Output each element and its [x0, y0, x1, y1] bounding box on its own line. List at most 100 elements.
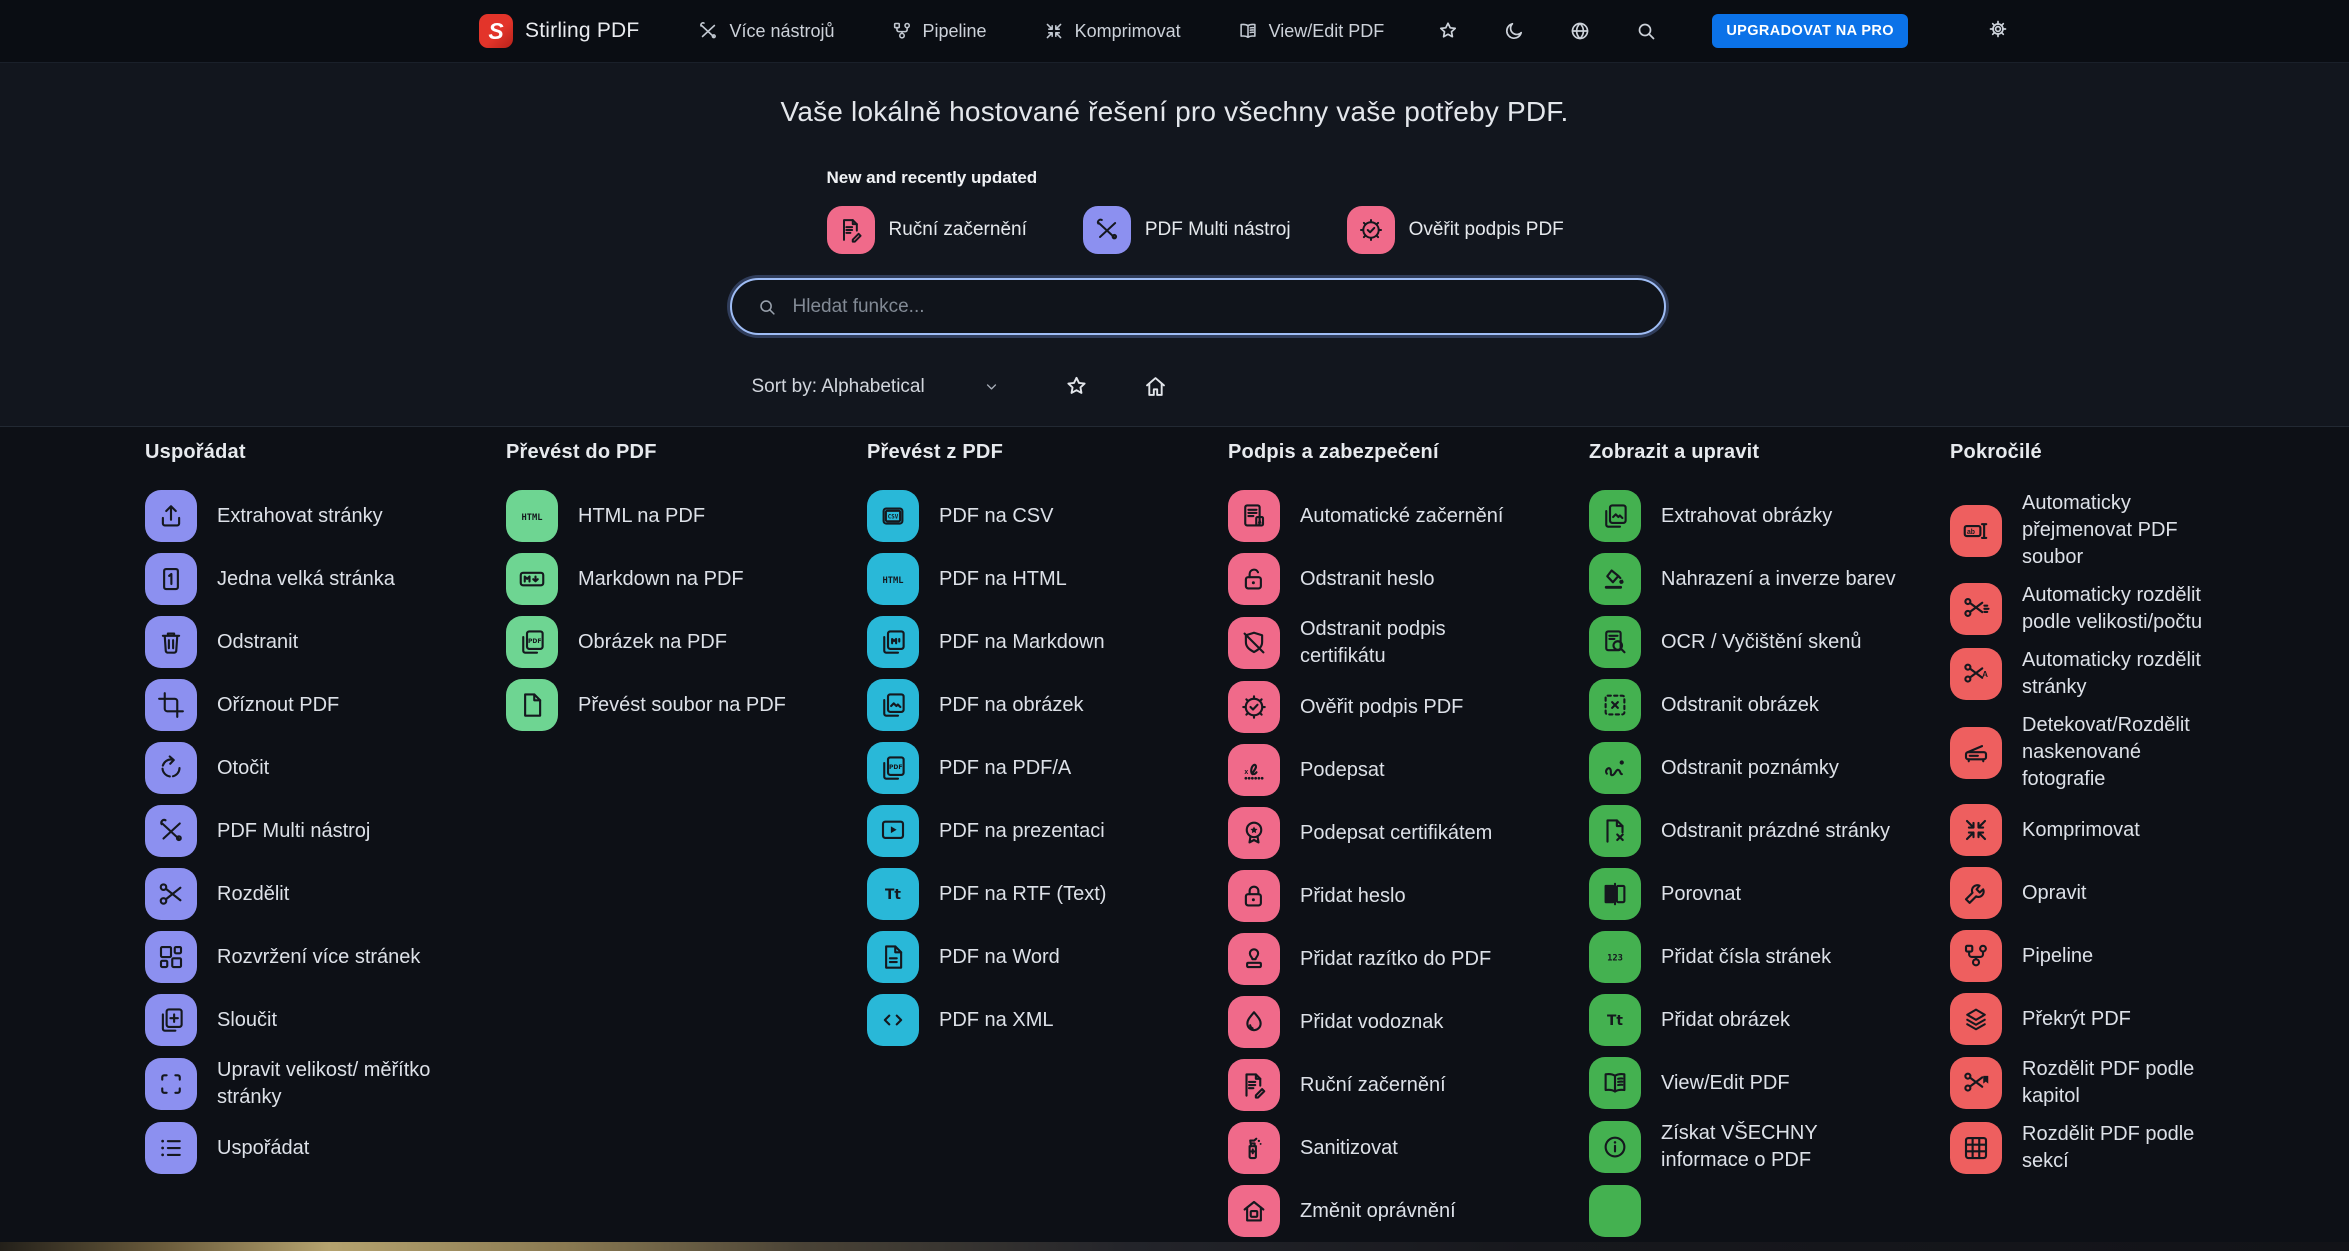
tool-label: HTML na PDF [578, 504, 706, 527]
texttool-icon: Tt [867, 868, 919, 920]
tool-item-removeimg[interactable]: Odstranit obrázek [1589, 679, 1950, 731]
tool-item-scanner[interactable]: Detekovat/Rozdělit naskenované fotografi… [1950, 712, 2311, 793]
tool-item-multitool[interactable]: PDF Multi nástroj [145, 805, 506, 857]
tool-item-resize[interactable]: Upravit velikost/ měřítko stránky [145, 1057, 506, 1111]
perm-icon [1228, 1185, 1280, 1237]
tool-item-xml[interactable]: PDF na XML [867, 994, 1228, 1046]
navbar-search-icon[interactable] [1634, 19, 1658, 43]
search-input[interactable] [792, 295, 1640, 318]
tool-label: Porovnat [1661, 882, 1742, 905]
featured-pill-multitool[interactable]: PDF Multi nástroj [1082, 206, 1291, 254]
droplet-icon [1228, 996, 1280, 1048]
featured-pill-docedit[interactable]: Ruční začernění [826, 206, 1027, 254]
tool-item-num123[interactable]: 123 Přidat čísla stránek [1589, 931, 1950, 983]
tool-label: Přidat čísla stránek [1661, 945, 1832, 968]
tool-label: PDF Multi nástroj [217, 819, 371, 842]
tool-item-shieldoff[interactable]: Odstranit podpis certifikátu [1228, 616, 1589, 670]
nav-item-view-edit[interactable]: View/Edit PDF [1237, 20, 1384, 42]
upgrade-pro-button[interactable]: UPGRADOVAT NA PRO [1712, 14, 1908, 48]
tool-item-droplet[interactable]: Přidat vodoznak [1228, 996, 1589, 1048]
tool-item-compare[interactable]: Porovnat [1589, 868, 1950, 920]
tool-item-signature[interactable]: x Podepsat [1228, 744, 1589, 796]
wordfile-icon [867, 931, 919, 983]
language-icon[interactable] [1568, 19, 1592, 43]
tool-item-autoredact[interactable]: A Automatické začernění [1228, 490, 1589, 542]
multitool-icon [145, 805, 197, 857]
tool-item-upload[interactable]: Extrahovat stránky [145, 490, 506, 542]
column-title: Podpis a zabezpečení [1228, 441, 1439, 463]
brand[interactable]: S Stirling PDF [479, 14, 639, 48]
tool-item-ocr[interactable]: OCR / Vyčištění skenů [1589, 616, 1950, 668]
tool-item-scissors[interactable]: Rozdělit [145, 868, 506, 920]
tool-item-pres[interactable]: PDF na prezentaci [867, 805, 1228, 857]
tool-item-html[interactable]: HTML HTML na PDF [506, 490, 867, 542]
splitchapters-icon [1950, 1057, 2002, 1109]
tool-item-mdpages[interactable]: PDF na Markdown [867, 616, 1228, 668]
pipeline-icon [891, 20, 913, 42]
tool-item-wordfile[interactable]: PDF na Word [867, 931, 1228, 983]
tool-item-texttool[interactable]: Tt Přidat obrázek [1589, 994, 1950, 1046]
html-icon: HTML [867, 553, 919, 605]
tool-item-compress[interactable]: Komprimovat [1950, 804, 2311, 856]
search-bar[interactable] [729, 278, 1666, 335]
tool-item-grid9[interactable]: Rozdělit PDF podle sekcí [1950, 1121, 2311, 1175]
tool-item-crop[interactable]: Oříznout PDF [145, 679, 506, 731]
tool-item-overlay[interactable]: Překrýt PDF [1950, 993, 2311, 1045]
tool-item-csv[interactable]: CSV PDF na CSV [867, 490, 1228, 542]
tool-item-page1[interactable]: Jedna velká stránka [145, 553, 506, 605]
dark-mode-icon[interactable] [1502, 19, 1526, 43]
sort-dropdown[interactable]: Sort by: Alphabetical [752, 376, 1001, 398]
nav-item-compress[interactable]: Komprimovat [1043, 20, 1181, 42]
tool-item-info[interactable]: Získat VŠECHNY informace o PDF [1589, 1120, 1950, 1174]
tool-item-sanitize[interactable]: Sanitizovat [1228, 1122, 1589, 1174]
tool-item-colorreplace[interactable]: Nahrazení a inverze barev [1589, 553, 1950, 605]
tool-item-unlock[interactable]: Odstranit heslo [1228, 553, 1589, 605]
favorites-icon[interactable] [1436, 19, 1460, 43]
svg-text:PDF: PDF [889, 764, 902, 771]
xml-icon [867, 994, 919, 1046]
tool-item-splitsize[interactable]: Automaticky rozdělit podle velikosti/poč… [1950, 582, 2311, 636]
nav-item-more-tools[interactable]: Více nástrojů [697, 20, 835, 42]
pipeline-icon [1950, 930, 2002, 982]
tool-item-texttool[interactable]: Tt PDF na RTF (Text) [867, 868, 1228, 920]
tool-item-rotate[interactable]: Otočit [145, 742, 506, 794]
rename-icon: ab [1950, 504, 2002, 557]
tool-item-layout[interactable]: Rozvržení více stránek [145, 931, 506, 983]
tool-item-lock[interactable]: Přidat heslo [1228, 870, 1589, 922]
tool-column-1: Uspořádat Extrahovat stránky Jedna velká s… [145, 441, 506, 1248]
tool-label: PDF na CSV [939, 504, 1054, 527]
tool-item-book[interactable]: View/Edit PDF [1589, 1057, 1950, 1109]
tool-item-sealstar[interactable]: Podepsat certifikátem [1228, 807, 1589, 859]
layout-icon [145, 931, 197, 983]
tool-item-splitchapters[interactable]: Rozdělit PDF podle kapitol [1950, 1056, 2311, 1110]
wrench-icon [1950, 867, 2002, 919]
tool-item-splitpages[interactable]: A Automaticky rozdělit stránky [1950, 647, 2311, 701]
tool-item-blank[interactable] [1589, 1185, 1950, 1237]
favorites-filter-button[interactable] [1063, 373, 1090, 400]
tool-item-removeannot[interactable]: Odstranit poznámky [1589, 742, 1950, 794]
tool-item-stamp[interactable]: Přidat razítko do PDF [1228, 933, 1589, 985]
shieldoff-icon [1228, 617, 1280, 669]
tool-item-imgpages[interactable]: Extrahovat obrázky [1589, 490, 1950, 542]
tool-item-listorder[interactable]: Uspořádat [145, 1122, 506, 1174]
tool-item-perm[interactable]: Změnit oprávnění [1228, 1185, 1589, 1237]
nav-item-pipeline[interactable]: Pipeline [891, 20, 987, 42]
tool-item-html[interactable]: HTML PDF na HTML [867, 553, 1228, 605]
gear-icon[interactable] [1986, 17, 2010, 41]
tool-item-file[interactable]: Převést soubor na PDF [506, 679, 867, 731]
tool-item-pipeline[interactable]: Pipeline [1950, 930, 2311, 982]
tool-item-trash[interactable]: Odstranit [145, 616, 506, 668]
home-view-button[interactable] [1142, 373, 1169, 400]
tool-item-sealcheck[interactable]: Ověřit podpis PDF [1228, 681, 1589, 733]
tool-item-imgpages[interactable]: PDF na obrázek [867, 679, 1228, 731]
tool-label: Komprimovat [2022, 818, 2140, 841]
tool-item-pdfpages[interactable]: PDF PDF na PDF/A [867, 742, 1228, 794]
tool-item-docedit[interactable]: Ruční začernění [1228, 1059, 1589, 1111]
tool-item-merge[interactable]: Sloučit [145, 994, 506, 1046]
featured-pill-sealcheck[interactable]: Ověřit podpis PDF [1346, 206, 1564, 254]
tool-item-pdfpages[interactable]: PDF Obrázek na PDF [506, 616, 867, 668]
tool-item-removeblank[interactable]: Odstranit prázdné stránky [1589, 805, 1950, 857]
tool-item-wrench[interactable]: Opravit [1950, 867, 2311, 919]
tool-item-rename[interactable]: ab Automaticky přejmenovat PDF soubor [1950, 490, 2311, 571]
tool-item-mdbadge[interactable]: Markdown na PDF [506, 553, 867, 605]
